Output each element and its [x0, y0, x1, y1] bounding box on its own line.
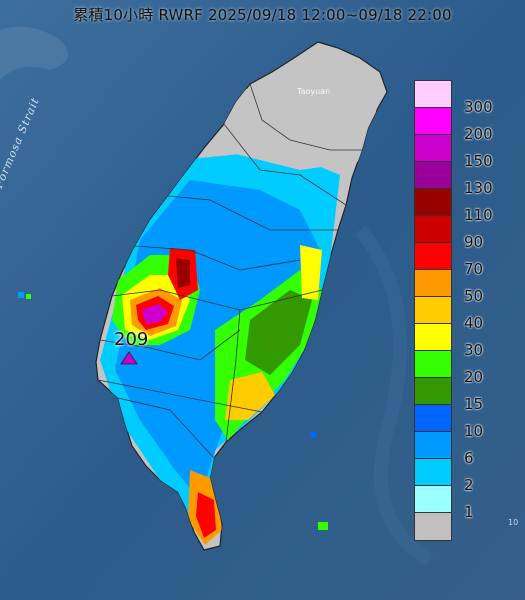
legend-swatch — [415, 378, 451, 405]
offshore-echo — [318, 522, 328, 530]
legend-swatch — [415, 324, 451, 351]
legend-label: 130 — [464, 179, 493, 197]
legend-label: 200 — [464, 125, 493, 143]
legend-swatch — [415, 270, 451, 297]
legend-swatch — [415, 162, 451, 189]
offshore-echo — [18, 292, 24, 298]
color-legend — [414, 80, 452, 541]
legend-swatch — [415, 405, 451, 432]
offshore-echo — [26, 294, 31, 299]
legend-label: 15 — [464, 395, 484, 413]
legend-swatch — [415, 243, 451, 270]
ocean-relief — [354, 225, 434, 567]
max-rainfall-label: 209 — [114, 329, 149, 350]
legend-swatch — [415, 81, 451, 108]
rainfall-field — [100, 80, 380, 545]
legend-label: 50 — [464, 287, 484, 305]
legend-swatch — [415, 432, 451, 459]
legend-swatch — [415, 513, 451, 540]
city-label: Taoyuan — [297, 87, 331, 96]
legend-swatch — [415, 108, 451, 135]
max-rainfall-marker — [120, 351, 138, 365]
legend-label: 300 — [464, 98, 493, 116]
legend-label: 150 — [464, 152, 493, 170]
corner-label: 10 — [508, 518, 519, 527]
legend-label: 40 — [464, 314, 484, 332]
legend-swatch — [415, 189, 451, 216]
legend-swatch — [415, 216, 451, 243]
legend-label: 20 — [464, 368, 484, 386]
legend-label: 90 — [464, 233, 484, 251]
legend-label: 10 — [464, 422, 484, 440]
legend-label: 70 — [464, 260, 484, 278]
legend-label: 6 — [464, 449, 474, 467]
legend-swatch — [415, 486, 451, 513]
legend-swatch — [415, 135, 451, 162]
legend-swatch — [415, 351, 451, 378]
map-title: 累積10小時 RWRF 2025/09/18 12:00~09/18 22:00 — [73, 6, 452, 24]
county-boundaries — [97, 83, 362, 459]
legend-label: 30 — [464, 341, 484, 359]
legend-swatch — [415, 459, 451, 486]
legend-label: 1 — [464, 503, 474, 521]
legend-label: 2 — [464, 476, 474, 494]
mainland-coast — [0, 26, 68, 81]
legend-label: 110 — [464, 206, 493, 224]
legend-swatch — [415, 297, 451, 324]
offshore-echo — [310, 432, 316, 438]
